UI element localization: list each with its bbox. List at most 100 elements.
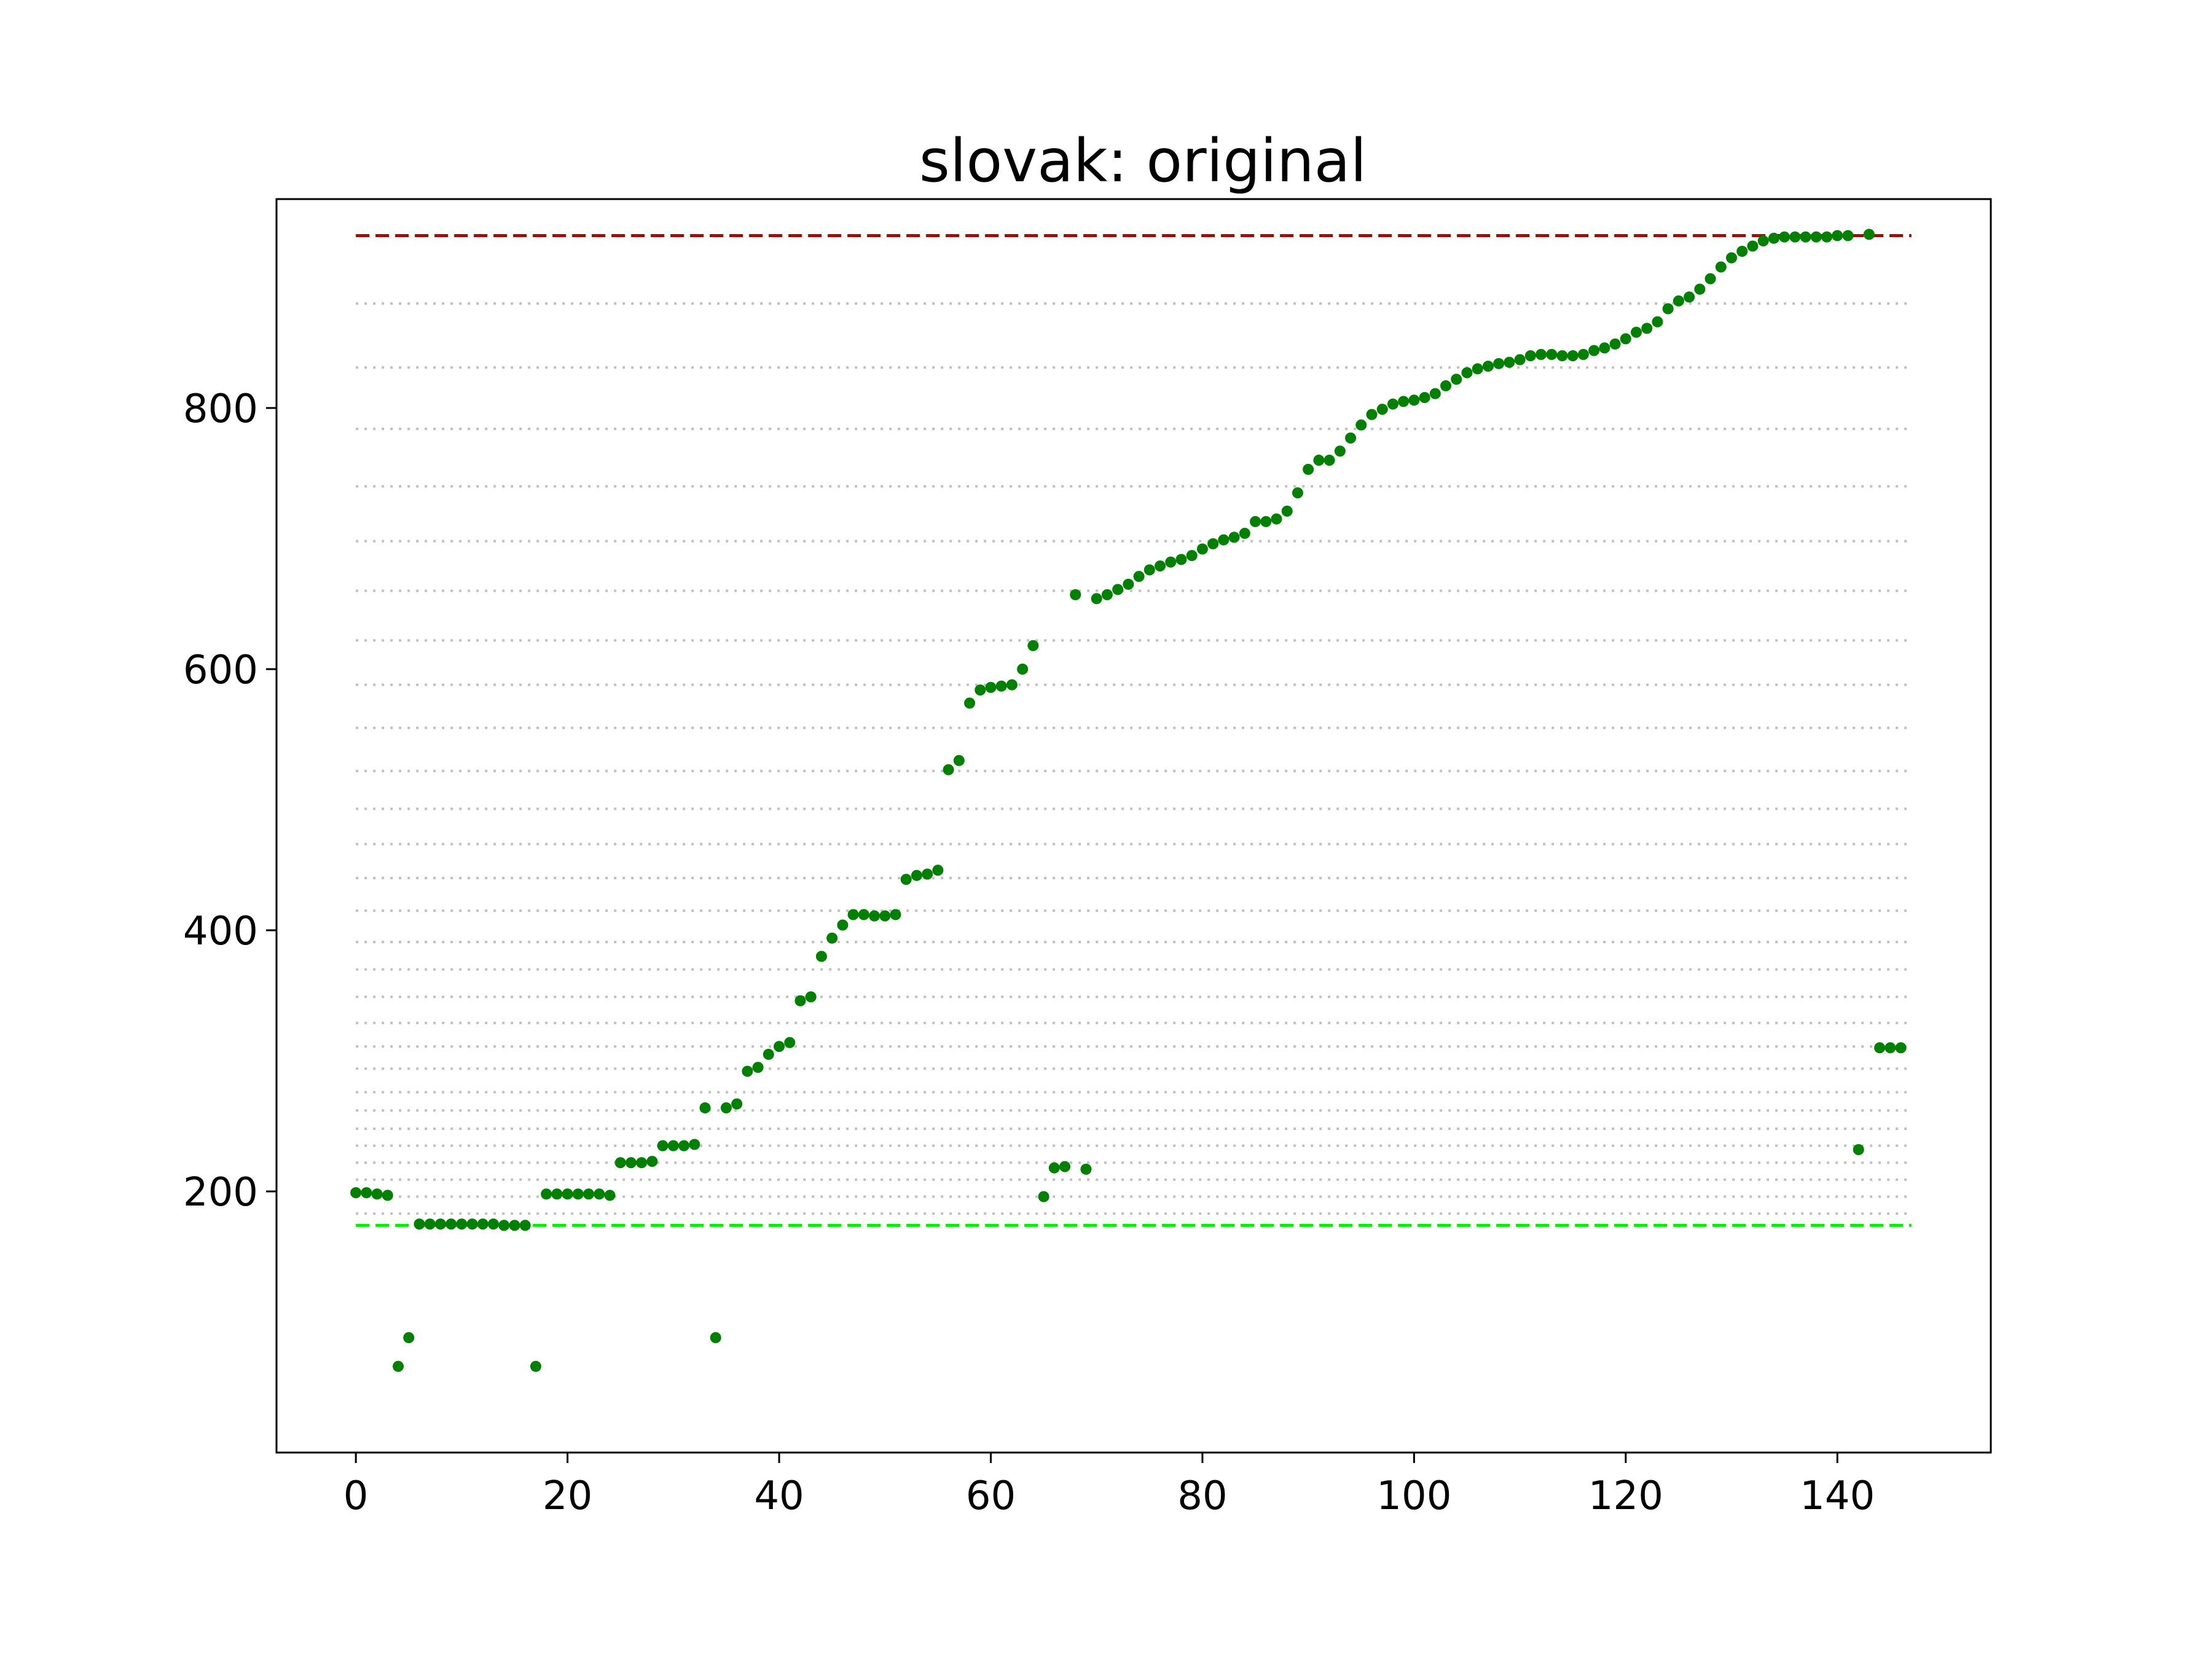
data-point [382, 1190, 393, 1201]
y-tick-label: 600 [183, 648, 258, 693]
data-point [1165, 556, 1177, 568]
data-point [1175, 554, 1187, 565]
data-point [826, 932, 838, 944]
data-point [551, 1188, 563, 1200]
data-point [858, 909, 869, 920]
data-point [1038, 1191, 1049, 1202]
data-point [1070, 589, 1081, 600]
data-point [488, 1218, 500, 1230]
data-point [445, 1218, 457, 1230]
data-point [1514, 354, 1526, 366]
data-point [657, 1140, 669, 1151]
data-point [1757, 235, 1769, 246]
data-point [1736, 246, 1748, 257]
data-point [1662, 303, 1674, 315]
x-tick-label: 0 [343, 1473, 369, 1519]
data-point [1143, 564, 1155, 576]
data-point [1207, 538, 1219, 549]
data-point [1493, 358, 1505, 369]
data-point [1186, 550, 1198, 562]
data-point [1726, 252, 1738, 264]
data-point [1408, 394, 1420, 406]
data-point [1715, 261, 1727, 273]
data-point [815, 951, 827, 962]
data-point [1366, 409, 1378, 420]
data-point [900, 874, 912, 885]
data-point [1874, 1042, 1886, 1054]
data-point [594, 1188, 605, 1200]
data-point [922, 868, 933, 880]
data-point [625, 1157, 637, 1169]
data-point [678, 1140, 690, 1151]
data-point [1196, 543, 1208, 555]
data-point [1324, 455, 1335, 466]
y-axis: 200 400 600 800 [183, 386, 276, 1215]
data-point [1292, 487, 1303, 499]
data-point [1155, 560, 1166, 572]
data-point [572, 1188, 584, 1200]
data-point [763, 1048, 774, 1060]
data-point [562, 1188, 573, 1200]
data-point [1863, 229, 1875, 240]
data-point [1271, 513, 1282, 525]
data-point [1599, 342, 1610, 354]
data-point [985, 681, 997, 693]
data-point [498, 1220, 510, 1231]
data-point [1821, 231, 1833, 243]
data-point [1101, 589, 1113, 600]
data-point [1027, 640, 1039, 651]
data-point [614, 1157, 626, 1169]
chart-title: slovak: original [919, 127, 1367, 195]
reference-lines [356, 234, 1912, 1227]
data-point [1504, 356, 1515, 368]
x-tick-label: 80 [1177, 1473, 1227, 1519]
data-points [350, 229, 1907, 1372]
data-point [1239, 528, 1250, 539]
data-point [530, 1360, 541, 1372]
data-point [1112, 584, 1124, 595]
data-point [1673, 295, 1684, 307]
data-point [519, 1220, 531, 1231]
data-point [1123, 578, 1134, 590]
data-point [1303, 463, 1314, 475]
data-point [932, 865, 944, 876]
data-point [731, 1098, 743, 1110]
data-point [424, 1218, 436, 1230]
data-point [1832, 230, 1843, 241]
data-point [403, 1332, 415, 1343]
data-point [1747, 240, 1759, 252]
data-point [1250, 516, 1261, 527]
data-point [1652, 316, 1663, 327]
data-point [1260, 516, 1272, 527]
data-point [1620, 333, 1631, 345]
data-point [699, 1102, 711, 1113]
data-point [646, 1156, 658, 1167]
data-point [911, 869, 922, 881]
data-point [414, 1218, 425, 1230]
data-point [720, 1102, 732, 1113]
data-point [1461, 367, 1473, 378]
data-point [466, 1218, 478, 1230]
y-tick-label: 800 [183, 386, 258, 432]
data-point [1334, 445, 1346, 457]
plot-frame [275, 198, 1992, 1454]
data-point [1281, 505, 1293, 517]
data-point [583, 1188, 595, 1200]
x-tick-label: 40 [754, 1473, 804, 1519]
data-point [350, 1187, 362, 1199]
data-point [667, 1140, 679, 1151]
data-point [1133, 571, 1145, 582]
data-point [1451, 374, 1462, 385]
data-point [456, 1218, 468, 1230]
data-point [1006, 679, 1018, 691]
x-tick-label: 120 [1588, 1473, 1663, 1519]
data-point [434, 1218, 446, 1230]
data-point [794, 995, 806, 1006]
data-point [1631, 326, 1642, 338]
data-point [847, 909, 859, 920]
data-point [1398, 396, 1410, 407]
data-point [995, 680, 1007, 692]
data-point [1048, 1162, 1060, 1174]
data-point [1779, 231, 1790, 243]
data-point [1694, 283, 1706, 295]
